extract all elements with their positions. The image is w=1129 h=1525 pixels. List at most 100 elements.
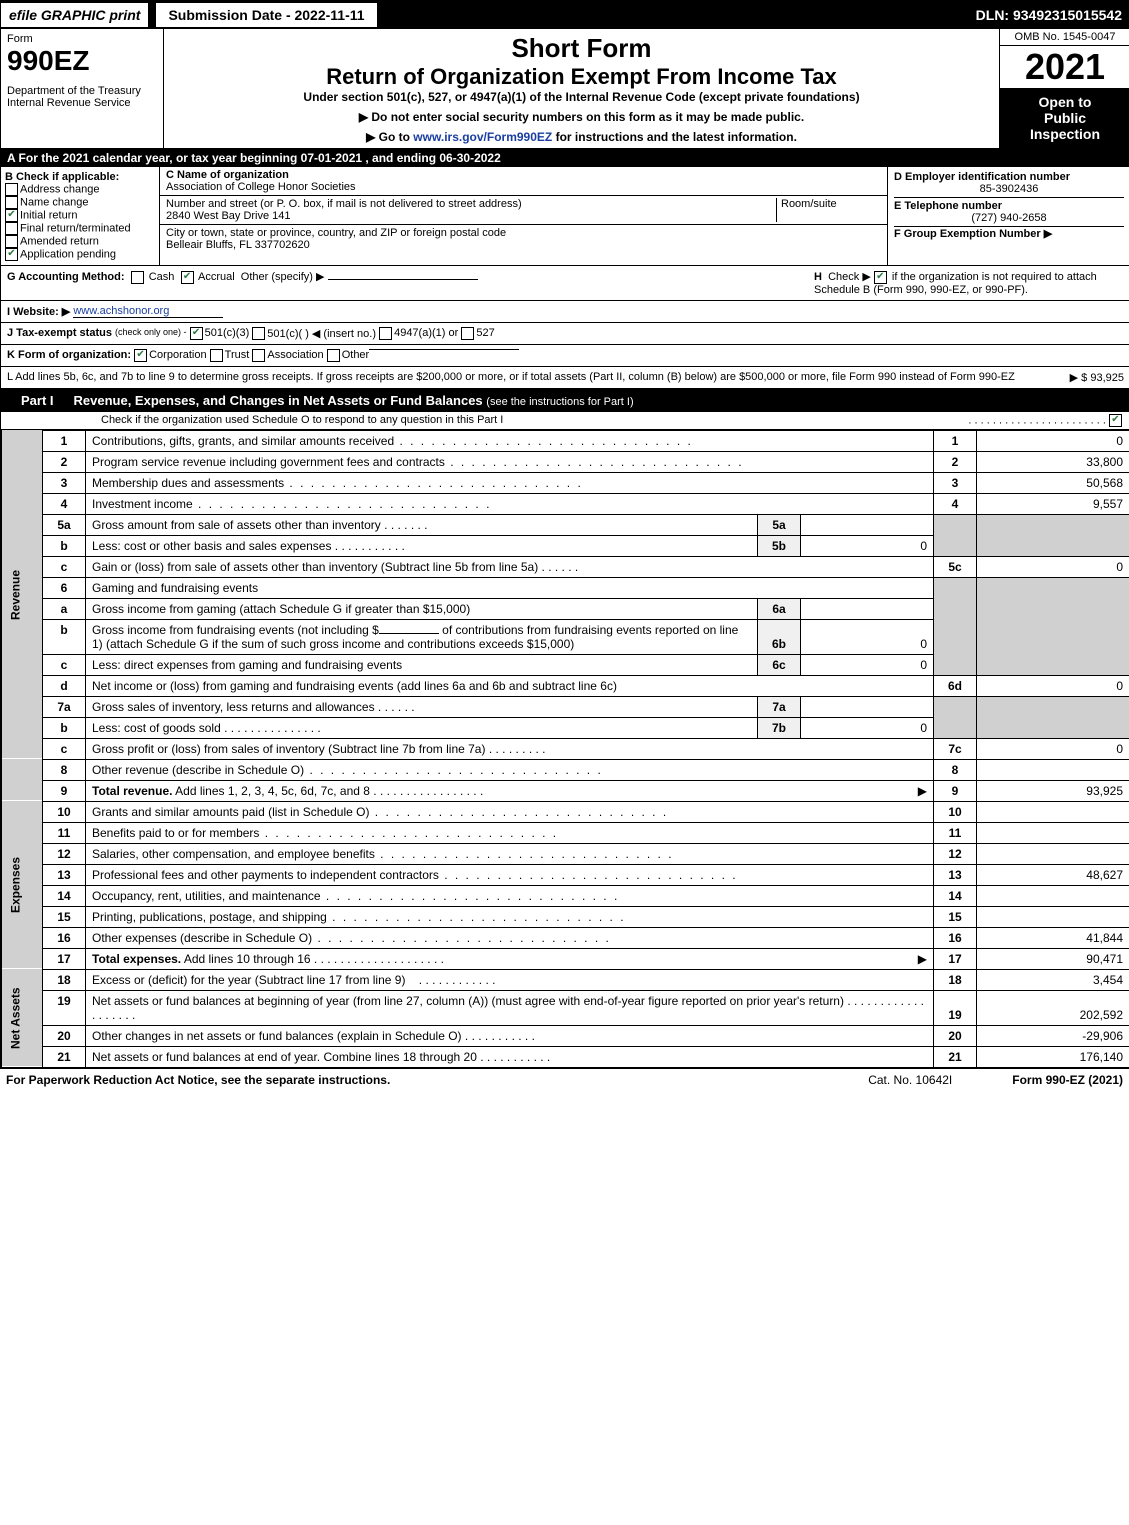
line-11-value — [977, 822, 1129, 843]
irs-label: Internal Revenue Service — [7, 97, 157, 109]
no-ssn-note: ▶ Do not enter social security numbers o… — [168, 110, 995, 124]
b-opt-name: Name change — [5, 196, 155, 209]
g-label: G Accounting Method: — [7, 271, 125, 283]
line-12-value — [977, 843, 1129, 864]
checkbox-accrual[interactable] — [181, 271, 194, 284]
line-7b-value: 0 — [801, 717, 934, 738]
expenses-label: Expenses — [2, 801, 43, 969]
efile-label: efile GRAPHIC print — [1, 3, 148, 27]
tax-year: 2021 — [1000, 46, 1129, 88]
submission-date: Submission Date - 2022-11-11 — [154, 1, 378, 29]
goto-link[interactable]: www.irs.gov/Form990EZ — [413, 130, 552, 144]
section-a: A For the 2021 calendar year, or tax yea… — [1, 149, 1129, 167]
goto-note: ▶ Go to www.irs.gov/Form990EZ for instru… — [168, 130, 995, 144]
part-1-check-row: Check if the organization used Schedule … — [1, 412, 1129, 430]
c-addr-label: Number and street (or P. O. box, if mail… — [166, 198, 776, 210]
section-l: L Add lines 5b, 6c, and 7b to line 9 to … — [1, 367, 1129, 389]
other-org-line — [369, 349, 519, 350]
line-16-value: 41,844 — [977, 927, 1129, 948]
section-f: F Group Exemption Number ▶ — [894, 227, 1124, 240]
checkbox-initial-return[interactable] — [5, 209, 18, 222]
inspection-3: Inspection — [1002, 126, 1128, 142]
checkbox-association[interactable] — [252, 349, 265, 362]
section-e: E Telephone number (727) 940-2658 — [894, 198, 1124, 227]
line-5c-value: 0 — [977, 556, 1129, 577]
revenue-label: Revenue — [2, 430, 43, 759]
checkbox-4947[interactable] — [379, 327, 392, 340]
b-opt-final: Final return/terminated — [5, 222, 155, 235]
ein-value: 85-3902436 — [894, 183, 1124, 195]
form-container: efile GRAPHIC print Submission Date - 20… — [0, 0, 1129, 1069]
org-name: Association of College Honor Societies — [166, 181, 881, 193]
checkbox-501c3[interactable] — [190, 327, 203, 340]
checkbox-final-return[interactable] — [5, 222, 18, 235]
paperwork-notice: For Paperwork Reduction Act Notice, see … — [6, 1073, 390, 1087]
c-name-label: C Name of organization — [166, 169, 881, 181]
checkbox-schedule-o[interactable] — [1109, 414, 1122, 427]
header-left: Form 990EZ Department of the Treasury In… — [1, 29, 164, 148]
checkbox-amended-return[interactable] — [5, 235, 18, 248]
checkbox-trust[interactable] — [210, 349, 223, 362]
d-label: D Employer identification number — [894, 171, 1124, 183]
e-label: E Telephone number — [894, 200, 1124, 212]
c-city-block: City or town, state or province, country… — [166, 227, 506, 251]
checkbox-application-pending[interactable] — [5, 248, 18, 261]
checkbox-other-org[interactable] — [327, 349, 340, 362]
other-specify-line — [328, 279, 478, 280]
checkbox-address-change[interactable] — [5, 183, 18, 196]
header-center: Short Form Return of Organization Exempt… — [164, 29, 999, 148]
return-title: Return of Organization Exempt From Incom… — [168, 64, 995, 90]
section-d: D Employer identification number 85-3902… — [894, 169, 1124, 198]
section-h: H Check ▶ if the organization is not req… — [814, 270, 1124, 296]
line-5a-value — [801, 514, 934, 535]
part-1-header: Part I Revenue, Expenses, and Changes in… — [1, 389, 1129, 412]
section-de: D Employer identification number 85-3902… — [888, 167, 1129, 265]
line-14-value — [977, 885, 1129, 906]
line-1-value: 0 — [977, 430, 1129, 451]
form-footer: Form 990-EZ (2021) — [1012, 1073, 1123, 1087]
c-addr-block: Number and street (or P. O. box, if mail… — [166, 198, 776, 222]
room-suite-label: Room/suite — [776, 198, 881, 222]
lines-table: Revenue 1 Contributions, gifts, grants, … — [1, 430, 1129, 1068]
line-7a-value — [801, 696, 934, 717]
line-20-value: -29,906 — [977, 1025, 1129, 1046]
line-9-value: 93,925 — [977, 780, 1129, 801]
short-form-title: Short Form — [168, 33, 995, 64]
form-word: Form — [7, 33, 157, 45]
checkbox-501c[interactable] — [252, 327, 265, 340]
section-b: B Check if applicable: Address change Na… — [1, 167, 160, 265]
cat-number: Cat. No. 10642I — [868, 1073, 952, 1087]
section-k: K Form of organization: Corporation Trus… — [1, 345, 1129, 367]
org-city: Belleair Bluffs, FL 337702620 — [166, 239, 506, 251]
line-19-value: 202,592 — [977, 990, 1129, 1025]
checkbox-cash[interactable] — [131, 271, 144, 284]
section-i: I Website: ▶ www.achshonor.org — [1, 301, 1129, 323]
footer-row: For Paperwork Reduction Act Notice, see … — [0, 1069, 1129, 1091]
checkbox-corporation[interactable] — [134, 349, 147, 362]
b-title: B Check if applicable: — [5, 171, 155, 183]
f-label: F Group Exemption Number ▶ — [894, 228, 1052, 240]
line-10-value — [977, 801, 1129, 822]
line-21-value: 176,140 — [977, 1046, 1129, 1067]
line-5b-value: 0 — [801, 535, 934, 556]
phone-value: (727) 940-2658 — [894, 212, 1124, 224]
header-right: OMB No. 1545-0047 2021 Open to Public In… — [999, 29, 1129, 148]
b-opt-initial: Initial return — [5, 209, 155, 222]
part-1-title: Revenue, Expenses, and Changes in Net As… — [64, 389, 644, 412]
bce-row: B Check if applicable: Address change Na… — [1, 167, 1129, 266]
checkbox-527[interactable] — [461, 327, 474, 340]
website-link[interactable]: www.achshonor.org — [73, 305, 223, 318]
checkbox-name-change[interactable] — [5, 196, 18, 209]
checkbox-h[interactable] — [874, 271, 887, 284]
section-j: J Tax-exempt status (check only one) - 5… — [1, 323, 1129, 345]
line-3-value: 50,568 — [977, 472, 1129, 493]
org-address: 2840 West Bay Drive 141 — [166, 210, 776, 222]
section-g: G Accounting Method: Cash Accrual Other … — [7, 270, 478, 284]
line-6a-value — [801, 598, 934, 619]
line-2-value: 33,800 — [977, 451, 1129, 472]
section-c: C Name of organization Association of Co… — [160, 167, 888, 265]
line-13-value: 48,627 — [977, 864, 1129, 885]
dept-treasury: Department of the Treasury — [7, 85, 157, 97]
inspection-1: Open to — [1002, 94, 1128, 110]
inspection-box: Open to Public Inspection — [1000, 88, 1129, 148]
